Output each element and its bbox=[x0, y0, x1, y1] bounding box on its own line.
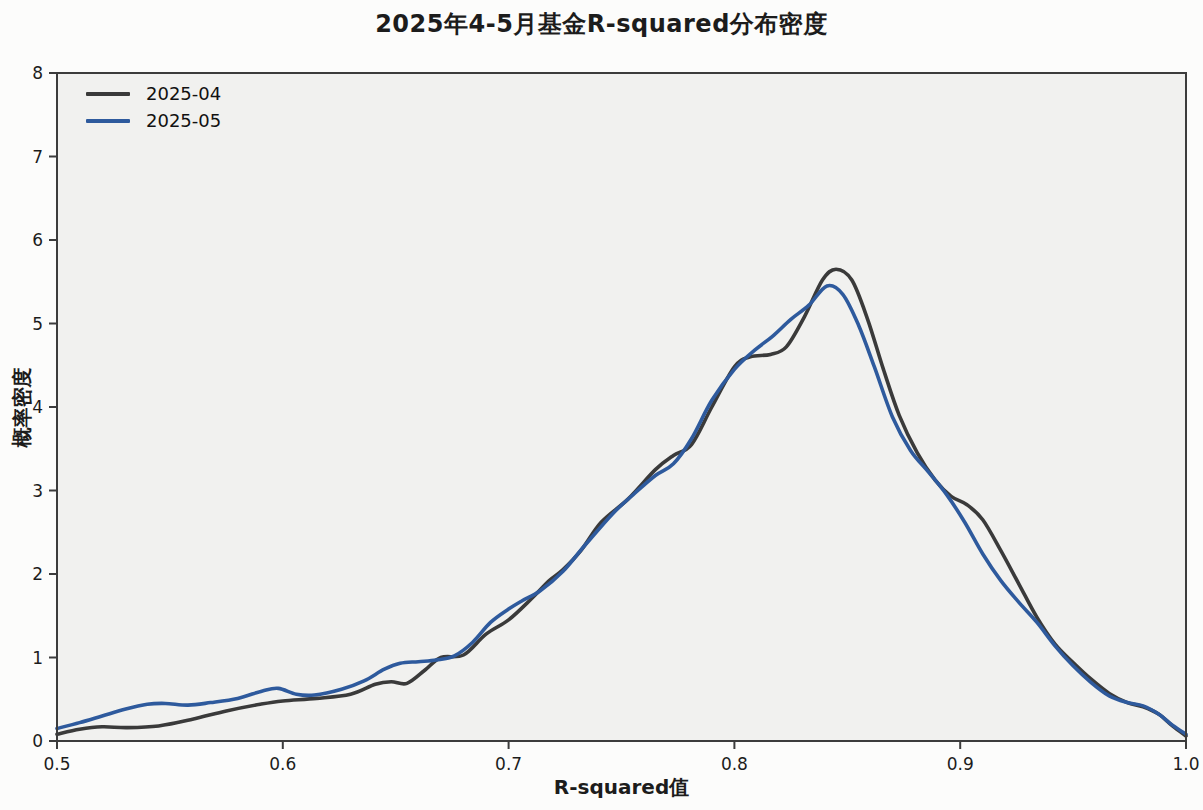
density-chart-figure: 2025年4-5月基金R-squared分布密度 0.50.60.70.80.9… bbox=[0, 0, 1203, 810]
y-axis-title: 概率密度 bbox=[9, 328, 36, 488]
legend-label: 2025-04 bbox=[146, 84, 221, 104]
x-tick-label: 0.6 bbox=[269, 754, 296, 774]
x-axis-title: R-squared值 bbox=[57, 774, 1186, 801]
x-tick-label: 0.7 bbox=[495, 754, 522, 774]
y-tick-label: 8 bbox=[32, 63, 43, 83]
legend-line-swatch bbox=[86, 119, 130, 123]
y-tick-label: 6 bbox=[32, 230, 43, 250]
legend: 2025-04 2025-05 bbox=[86, 84, 221, 131]
y-tick-label: 2 bbox=[32, 564, 43, 584]
legend-item-2025-05: 2025-05 bbox=[86, 111, 221, 131]
x-tick-label: 1.0 bbox=[1172, 754, 1199, 774]
legend-line-swatch bbox=[86, 92, 130, 96]
y-tick-label: 0 bbox=[32, 731, 43, 751]
x-tick-label: 0.8 bbox=[721, 754, 748, 774]
legend-item-2025-04: 2025-04 bbox=[86, 84, 221, 104]
x-tick-label: 0.5 bbox=[43, 754, 70, 774]
y-tick-label: 1 bbox=[32, 648, 43, 668]
y-tick-label: 7 bbox=[32, 147, 43, 167]
legend-label: 2025-05 bbox=[146, 111, 221, 131]
x-tick-label: 0.9 bbox=[947, 754, 974, 774]
plot-background bbox=[57, 73, 1186, 741]
